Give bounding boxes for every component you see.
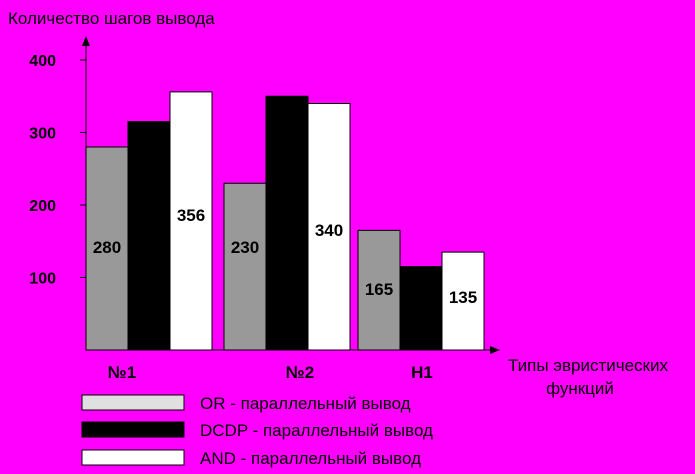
x-axis-arrow — [490, 346, 500, 354]
y-axis-title: Количество шагов вывода — [8, 9, 215, 28]
legend: OR - параллельный вывод DCDP - параллельн… — [81, 394, 433, 468]
data-label: 340 — [315, 221, 343, 240]
bar-3-3 — [441, 251, 485, 351]
data-label: 356 — [177, 206, 205, 225]
legend-label: DCDP - параллельный вывод — [200, 421, 433, 440]
x-category-label: №1 — [108, 363, 136, 382]
bar-1-1 — [85, 146, 129, 351]
x-category-label: №2 — [286, 363, 314, 382]
data-label: 280 — [93, 238, 121, 257]
bar-3-2 — [399, 266, 443, 351]
legend-swatch — [81, 449, 185, 466]
y-axis-arrow — [82, 36, 90, 46]
legend-swatch — [81, 421, 185, 438]
data-label: 135 — [449, 288, 477, 307]
bar-2-2 — [265, 95, 309, 351]
bar-1-3 — [169, 91, 213, 351]
bar-1-2 — [127, 121, 171, 351]
y-tick-label: 300 — [29, 126, 56, 143]
x-category-label: H1 — [411, 363, 433, 382]
x-axis-title-line2: функций — [546, 379, 614, 398]
bar-2-3 — [307, 103, 351, 351]
legend-label: AND - параллельный вывод — [200, 449, 421, 468]
data-label: 230 — [231, 238, 259, 257]
y-tick-label: 100 — [29, 271, 56, 288]
data-label: 165 — [365, 280, 393, 299]
x-axis-title-line1: Типы эвристических — [508, 356, 668, 375]
y-tick-label: 400 — [29, 53, 56, 70]
bar-3-1 — [357, 229, 401, 351]
y-tick-label: 200 — [29, 198, 56, 215]
bar-2-1 — [223, 182, 267, 351]
legend-label: OR - параллельный вывод — [200, 394, 411, 413]
legend-swatch — [81, 394, 185, 411]
